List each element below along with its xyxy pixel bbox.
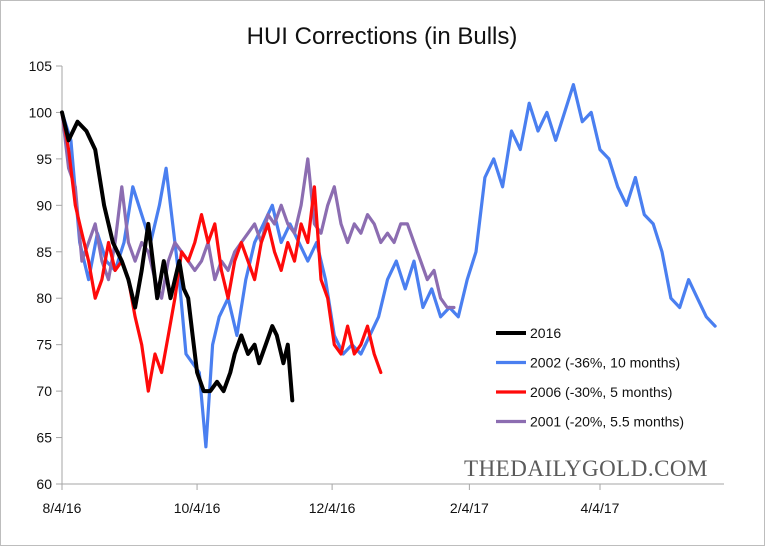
legend: 2016 2002 (-36%, 10 months) 2006 (-30%, 5 … (496, 325, 684, 430)
y-tick-label: 65 (36, 430, 52, 446)
plot-layer (60, 83, 717, 449)
y-tick-label: 90 (36, 197, 52, 213)
y-tick-label: 70 (36, 383, 52, 399)
x-tick-label: 8/4/16 (43, 500, 82, 516)
legend-label-2002: 2002 (-36%, 10 months) (530, 355, 680, 371)
x-tick-label: 10/4/16 (174, 500, 221, 516)
series-line-2006 (60, 110, 383, 393)
x-tick-label: 12/4/16 (309, 500, 356, 516)
legend-label-2016: 2016 (530, 325, 561, 341)
legend-label-2001: 2001 (-20%, 5.5 months) (530, 414, 684, 430)
x-tick-label: 2/4/17 (450, 500, 489, 516)
y-tick-label: 75 (36, 337, 52, 353)
series-line-2016 (60, 110, 295, 403)
y-tick-label: 80 (36, 290, 52, 306)
y-tick-label: 105 (29, 58, 53, 74)
legend-label-2006: 2006 (-30%, 5 months) (530, 384, 672, 400)
series-line-2002 (60, 83, 717, 449)
series-line-2001 (60, 110, 456, 310)
y-tick-label: 85 (36, 244, 52, 260)
chart-title: HUI Corrections (in Bulls) (247, 23, 518, 50)
y-tick-label: 95 (36, 151, 52, 167)
x-tick-label: 4/4/17 (581, 500, 620, 516)
watermark: THEDAILYGOLD.COM (464, 456, 708, 481)
y-tick-label: 60 (36, 476, 52, 492)
axis-layer: 60 65 70 75 80 85 90 95 100 105 8/4/16 10/4/16 12/4/… (29, 58, 724, 516)
y-tick-label: 100 (29, 104, 53, 120)
